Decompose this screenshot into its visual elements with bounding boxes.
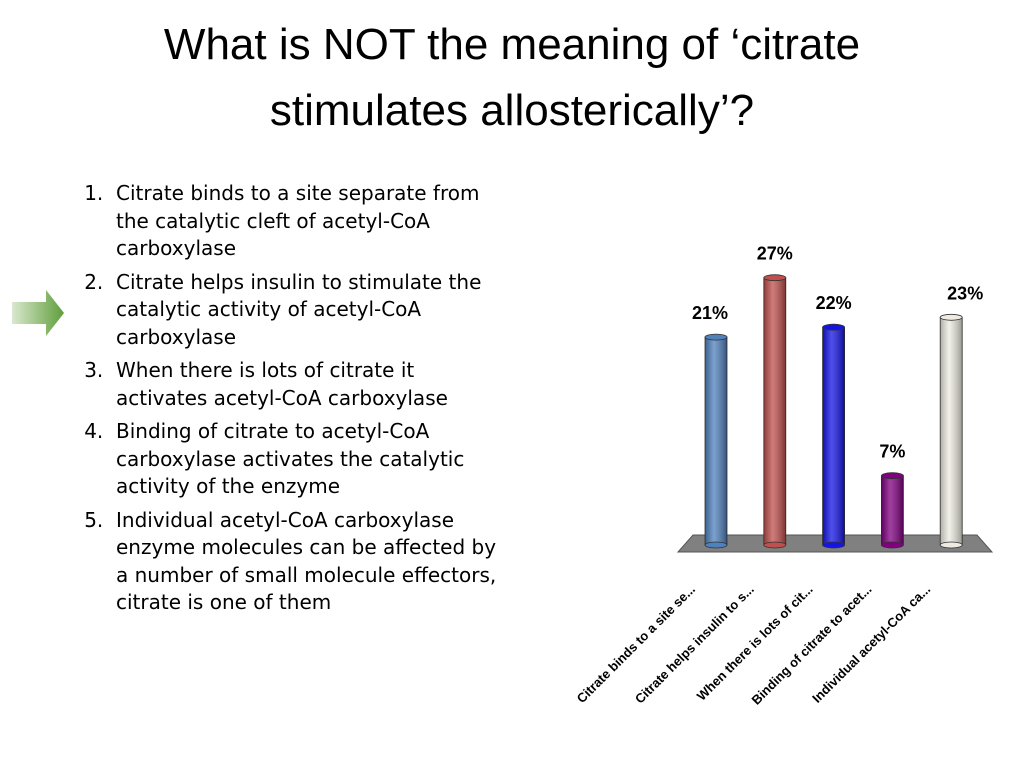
selection-arrow: [12, 290, 64, 336]
data-label: 23%: [947, 283, 983, 303]
data-label: 27%: [757, 244, 793, 264]
answer-item: Citrate helps insulin to stimulate the c…: [116, 269, 502, 352]
x-tick-label: When there is lots of cit...: [694, 582, 816, 704]
x-tick-label: Citrate helps insulin to s...: [632, 582, 757, 707]
answer-item: Binding of citrate to acetyl-CoA carboxy…: [116, 418, 502, 501]
answer-item: Citrate binds to a site separate from th…: [116, 180, 502, 263]
data-label: 22%: [816, 293, 852, 313]
answer-item: When there is lots of citrate it activat…: [116, 357, 502, 412]
bar-bottom: [881, 541, 904, 549]
answer-list: Citrate binds to a site separate from th…: [62, 180, 502, 623]
bar-shade: [881, 475, 904, 545]
bar-bottom: [763, 541, 787, 549]
bar-top: [822, 323, 845, 331]
x-tick-label: Individual acetyl-CoA ca...: [809, 582, 933, 706]
data-label: 21%: [692, 303, 728, 323]
x-tick-label: Citrate binds to a site se...: [574, 582, 699, 707]
bar-top: [704, 333, 728, 341]
slide-title: What is NOT the meaning of ‘citrate stim…: [163, 20, 861, 135]
answer-item: Individual acetyl-CoA carboxylase enzyme…: [116, 507, 502, 617]
bar-top: [881, 472, 904, 480]
data-label: 7%: [879, 442, 905, 462]
bar-bottom: [704, 541, 728, 549]
bar-shade: [705, 337, 727, 545]
bar-bottom: [822, 541, 845, 549]
bar-shade: [763, 277, 786, 545]
x-tick-label: Binding of citrate to acet...: [748, 582, 874, 708]
bar-bottom: [939, 541, 963, 549]
bar-shade: [822, 327, 845, 545]
bar-top: [763, 274, 787, 282]
bar-top: [939, 313, 963, 321]
bar-shade: [940, 317, 963, 545]
